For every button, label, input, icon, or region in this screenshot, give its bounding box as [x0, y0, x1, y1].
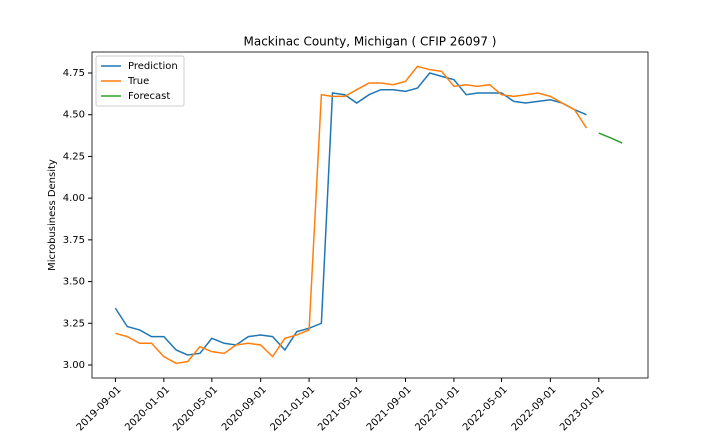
y-tick-label: 3.50: [63, 277, 85, 288]
x-tick-label: 2022-09-01: [510, 384, 559, 432]
series-line: [114, 72, 587, 356]
y-tick-label: 4.50: [63, 110, 85, 121]
y-tick-label: 4.75: [63, 68, 85, 79]
series-line: [115, 65, 588, 365]
legend-label: Forecast: [128, 91, 170, 102]
y-tick-label: 3.00: [63, 360, 85, 371]
chart-title: Mackinac County, Michigan ( CFIP 26097 ): [244, 35, 497, 49]
x-tick-label: 2021-09-01: [365, 384, 414, 432]
y-tick-label: 4.00: [63, 193, 85, 204]
x-tick-label: 2021-05-01: [316, 384, 365, 432]
x-tick-label: 2020-09-01: [220, 384, 269, 432]
x-tick-label: 2019-09-01: [75, 384, 124, 432]
x-tick-label: 2021-01-01: [268, 384, 317, 432]
series-line: [598, 132, 623, 144]
plot-frame: [91, 51, 649, 379]
x-tick-label: 2022-05-01: [461, 384, 510, 432]
y-tick-label: 4.25: [63, 151, 85, 162]
x-tick-label: 2022-01-01: [413, 384, 462, 432]
y-tick-label: 3.25: [63, 318, 85, 329]
y-axis-label: Microbusiness Density: [47, 159, 58, 271]
legend-box: [95, 55, 185, 107]
x-tick-label: 2020-05-01: [171, 384, 220, 432]
x-tick-label: 2020-01-01: [123, 384, 172, 432]
y-tick-label: 3.75: [63, 235, 85, 246]
legend-label: True: [127, 76, 149, 87]
x-tick-label: 2023-01-01: [558, 384, 607, 432]
legend-label: Prediction: [128, 61, 178, 72]
